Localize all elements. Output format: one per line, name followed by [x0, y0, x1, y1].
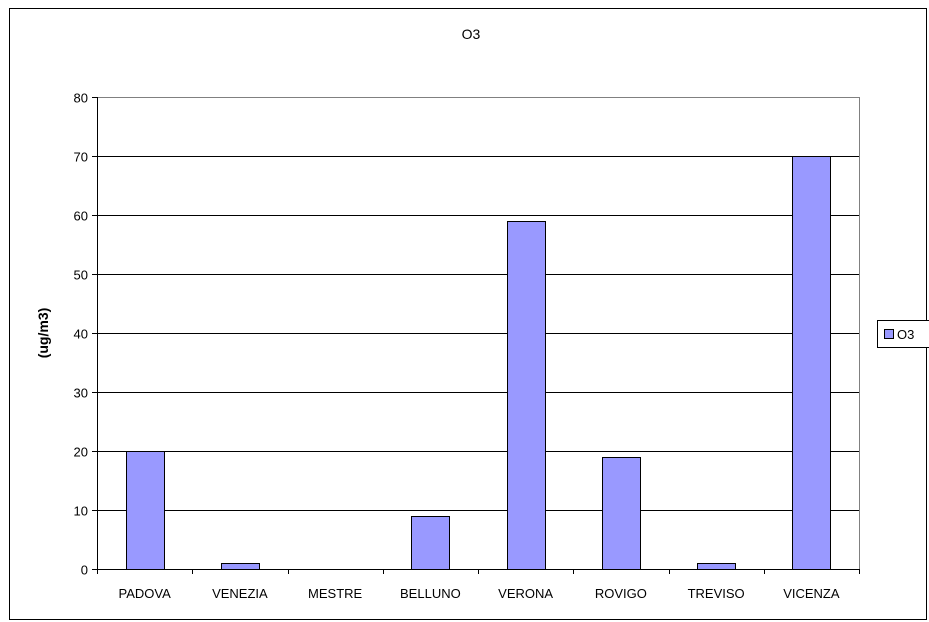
legend-label: O3	[897, 327, 914, 342]
x-tick-label: PADOVA	[118, 586, 171, 601]
x-tick-label: MESTRE	[308, 586, 363, 601]
y-tick-label: 70	[74, 150, 88, 165]
legend-swatch	[884, 329, 894, 339]
y-axis-label: (ug/m3)	[35, 308, 51, 359]
bar-venezia	[221, 563, 260, 570]
bar-vicenza	[792, 156, 831, 570]
x-tick-label: VICENZA	[783, 586, 840, 601]
y-tick-label: 20	[74, 445, 88, 460]
bar-verona	[507, 221, 546, 570]
y-tick-label: 50	[74, 268, 88, 283]
bar-rovigo	[602, 457, 641, 570]
chart-title: O3	[462, 26, 481, 42]
y-tick-label: 60	[74, 209, 88, 224]
bar-treviso	[697, 563, 736, 570]
legend: O3	[877, 320, 929, 348]
x-tick-label: BELLUNO	[400, 586, 461, 601]
y-tick-label: 0	[81, 563, 88, 578]
bar-padova	[126, 451, 165, 570]
plot-area: 0 10 20 30 40 50 60 70 80 PADOVA VENEZIA MESTRE BELL…	[74, 91, 860, 601]
y-tick-label: 80	[74, 91, 88, 106]
x-tick-label: ROVIGO	[595, 586, 647, 601]
x-tick-label: VENEZIA	[212, 586, 268, 601]
y-tick-label: 30	[74, 386, 88, 401]
y-tick-label: 40	[74, 327, 88, 342]
x-tick-label: VERONA	[498, 586, 553, 601]
y-tick-label: 10	[74, 504, 88, 519]
bar-belluno	[411, 516, 450, 570]
x-tick-label: TREVISO	[688, 586, 745, 601]
